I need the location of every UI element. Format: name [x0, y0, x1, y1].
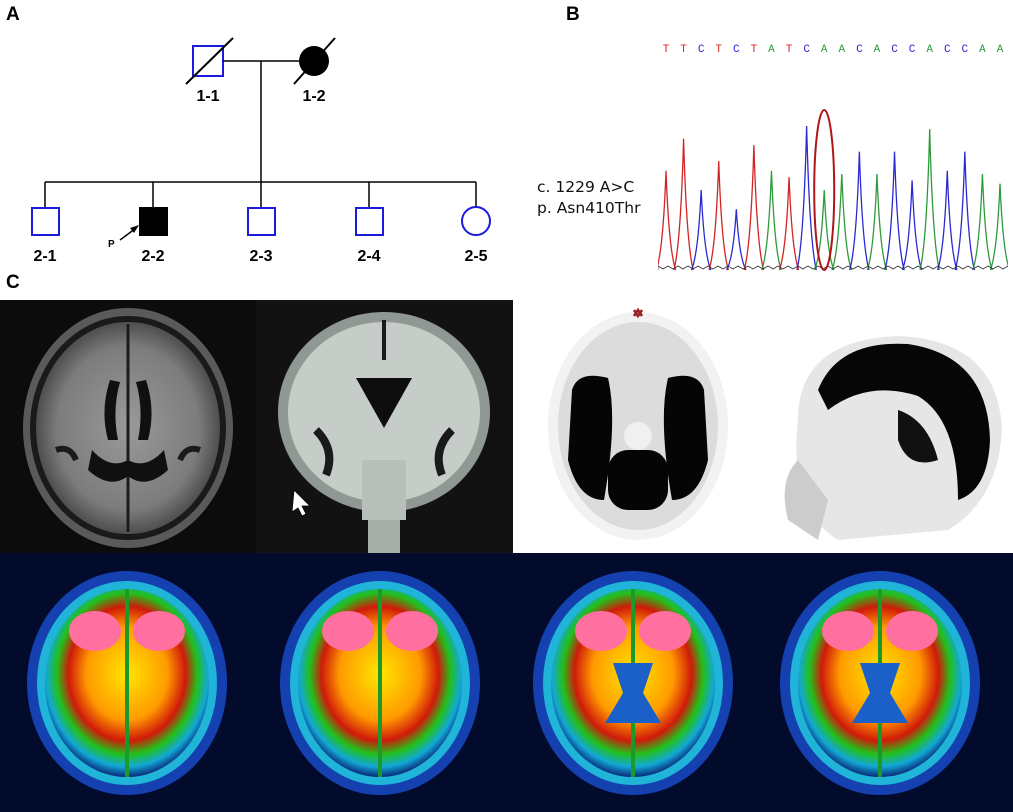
sequence-base: A — [997, 44, 1004, 56]
sequence-base: C — [856, 44, 863, 56]
chromatogram-peak — [690, 189, 712, 271]
chromatogram-peak — [831, 173, 853, 271]
sequence-base: C — [733, 44, 740, 56]
chromatogram-peak — [849, 151, 870, 271]
sequence-base: T — [751, 44, 758, 56]
label-1-1: 1-1 — [196, 88, 219, 105]
mutation-cdna: c. 1229 A>C — [537, 178, 635, 196]
chromatogram-peak — [884, 151, 905, 271]
deceased-slash — [185, 37, 234, 85]
pedigree-individual-2-3 — [247, 207, 276, 236]
pedigree-individual-1-1 — [185, 37, 234, 85]
chromatogram-peak — [761, 170, 782, 271]
chromatogram-peak — [919, 129, 940, 271]
label-2-3: 2-3 — [249, 248, 272, 265]
pet-slice-1 — [27, 571, 227, 795]
mouse-cursor-icon — [291, 489, 311, 517]
sequence-base: C — [891, 44, 898, 56]
chromatogram-peak — [796, 125, 817, 271]
sequence-base: A — [821, 44, 828, 56]
chromatogram-peak — [726, 209, 747, 271]
sequence-base: A — [874, 44, 881, 56]
pet-sagittal-greyscale-image — [758, 300, 1013, 553]
chromatogram-peak — [901, 180, 923, 271]
chromatogram-peak — [658, 170, 677, 271]
sequence-base: T — [786, 44, 793, 56]
pet-axial-greyscale-image — [538, 300, 758, 553]
mri-axial-image — [0, 300, 256, 553]
pedigree-individual-1-2 — [293, 37, 336, 85]
pet-slice-4 — [780, 571, 980, 795]
proband-marker: P — [108, 239, 115, 250]
label-2-1: 2-1 — [33, 248, 56, 265]
chromatogram-peak — [778, 177, 800, 271]
sequence-base: T — [680, 44, 687, 56]
chromatogram-peak — [743, 145, 765, 271]
chromatogram-peak — [708, 161, 730, 271]
pedigree-individual-2-4 — [355, 207, 384, 236]
sequence-base: C — [698, 44, 705, 56]
pedigree-individual-2-1 — [31, 207, 60, 236]
panel-label-b: B — [566, 4, 580, 25]
mri-coronal-image — [256, 300, 513, 553]
label-2-5: 2-5 — [464, 248, 487, 265]
sequence-base: C — [944, 44, 951, 56]
deceased-slash — [293, 37, 336, 85]
pedigree-chart: 1-1 1-2 2-1 2-2 2-3 2-4 2-5 P — [31, 37, 491, 265]
sequence-base: C — [803, 44, 810, 56]
chromatogram-peak — [989, 183, 1008, 271]
sequence-base: T — [663, 44, 670, 56]
pedigree-individual-2-5 — [461, 206, 491, 236]
sequence-base: A — [979, 44, 986, 56]
sequence-base: C — [962, 44, 969, 56]
chromatogram-peak — [954, 151, 976, 271]
pet-slice-3 — [533, 571, 733, 795]
label-2-2: 2-2 — [141, 248, 164, 265]
mutation-highlight-ellipse — [813, 109, 836, 271]
panel-label-a: A — [6, 4, 20, 25]
sequence-base: A — [926, 44, 933, 56]
chromatogram-peak — [866, 173, 888, 271]
pet-color-slices — [0, 553, 1013, 812]
pedigree-individual-2-2 — [139, 207, 168, 236]
pet-slice-2 — [280, 571, 480, 795]
chromatogram-peak — [936, 170, 958, 271]
chromatogram-peak — [972, 173, 993, 271]
label-2-4: 2-4 — [357, 248, 380, 265]
sequence-base: A — [768, 44, 775, 56]
label-1-2: 1-2 — [302, 88, 325, 105]
chromatogram-peak — [813, 189, 835, 271]
panel-label-c: C — [6, 272, 20, 293]
sequence-base: C — [909, 44, 916, 56]
sequence-base: T — [715, 44, 722, 56]
chromatogram-baseline — [658, 265, 1008, 270]
mutation-protein: p. Asn410Thr — [537, 199, 641, 217]
proband-arrow — [119, 225, 139, 241]
sequence-base: A — [838, 44, 845, 56]
chromatogram-peak — [673, 138, 694, 271]
